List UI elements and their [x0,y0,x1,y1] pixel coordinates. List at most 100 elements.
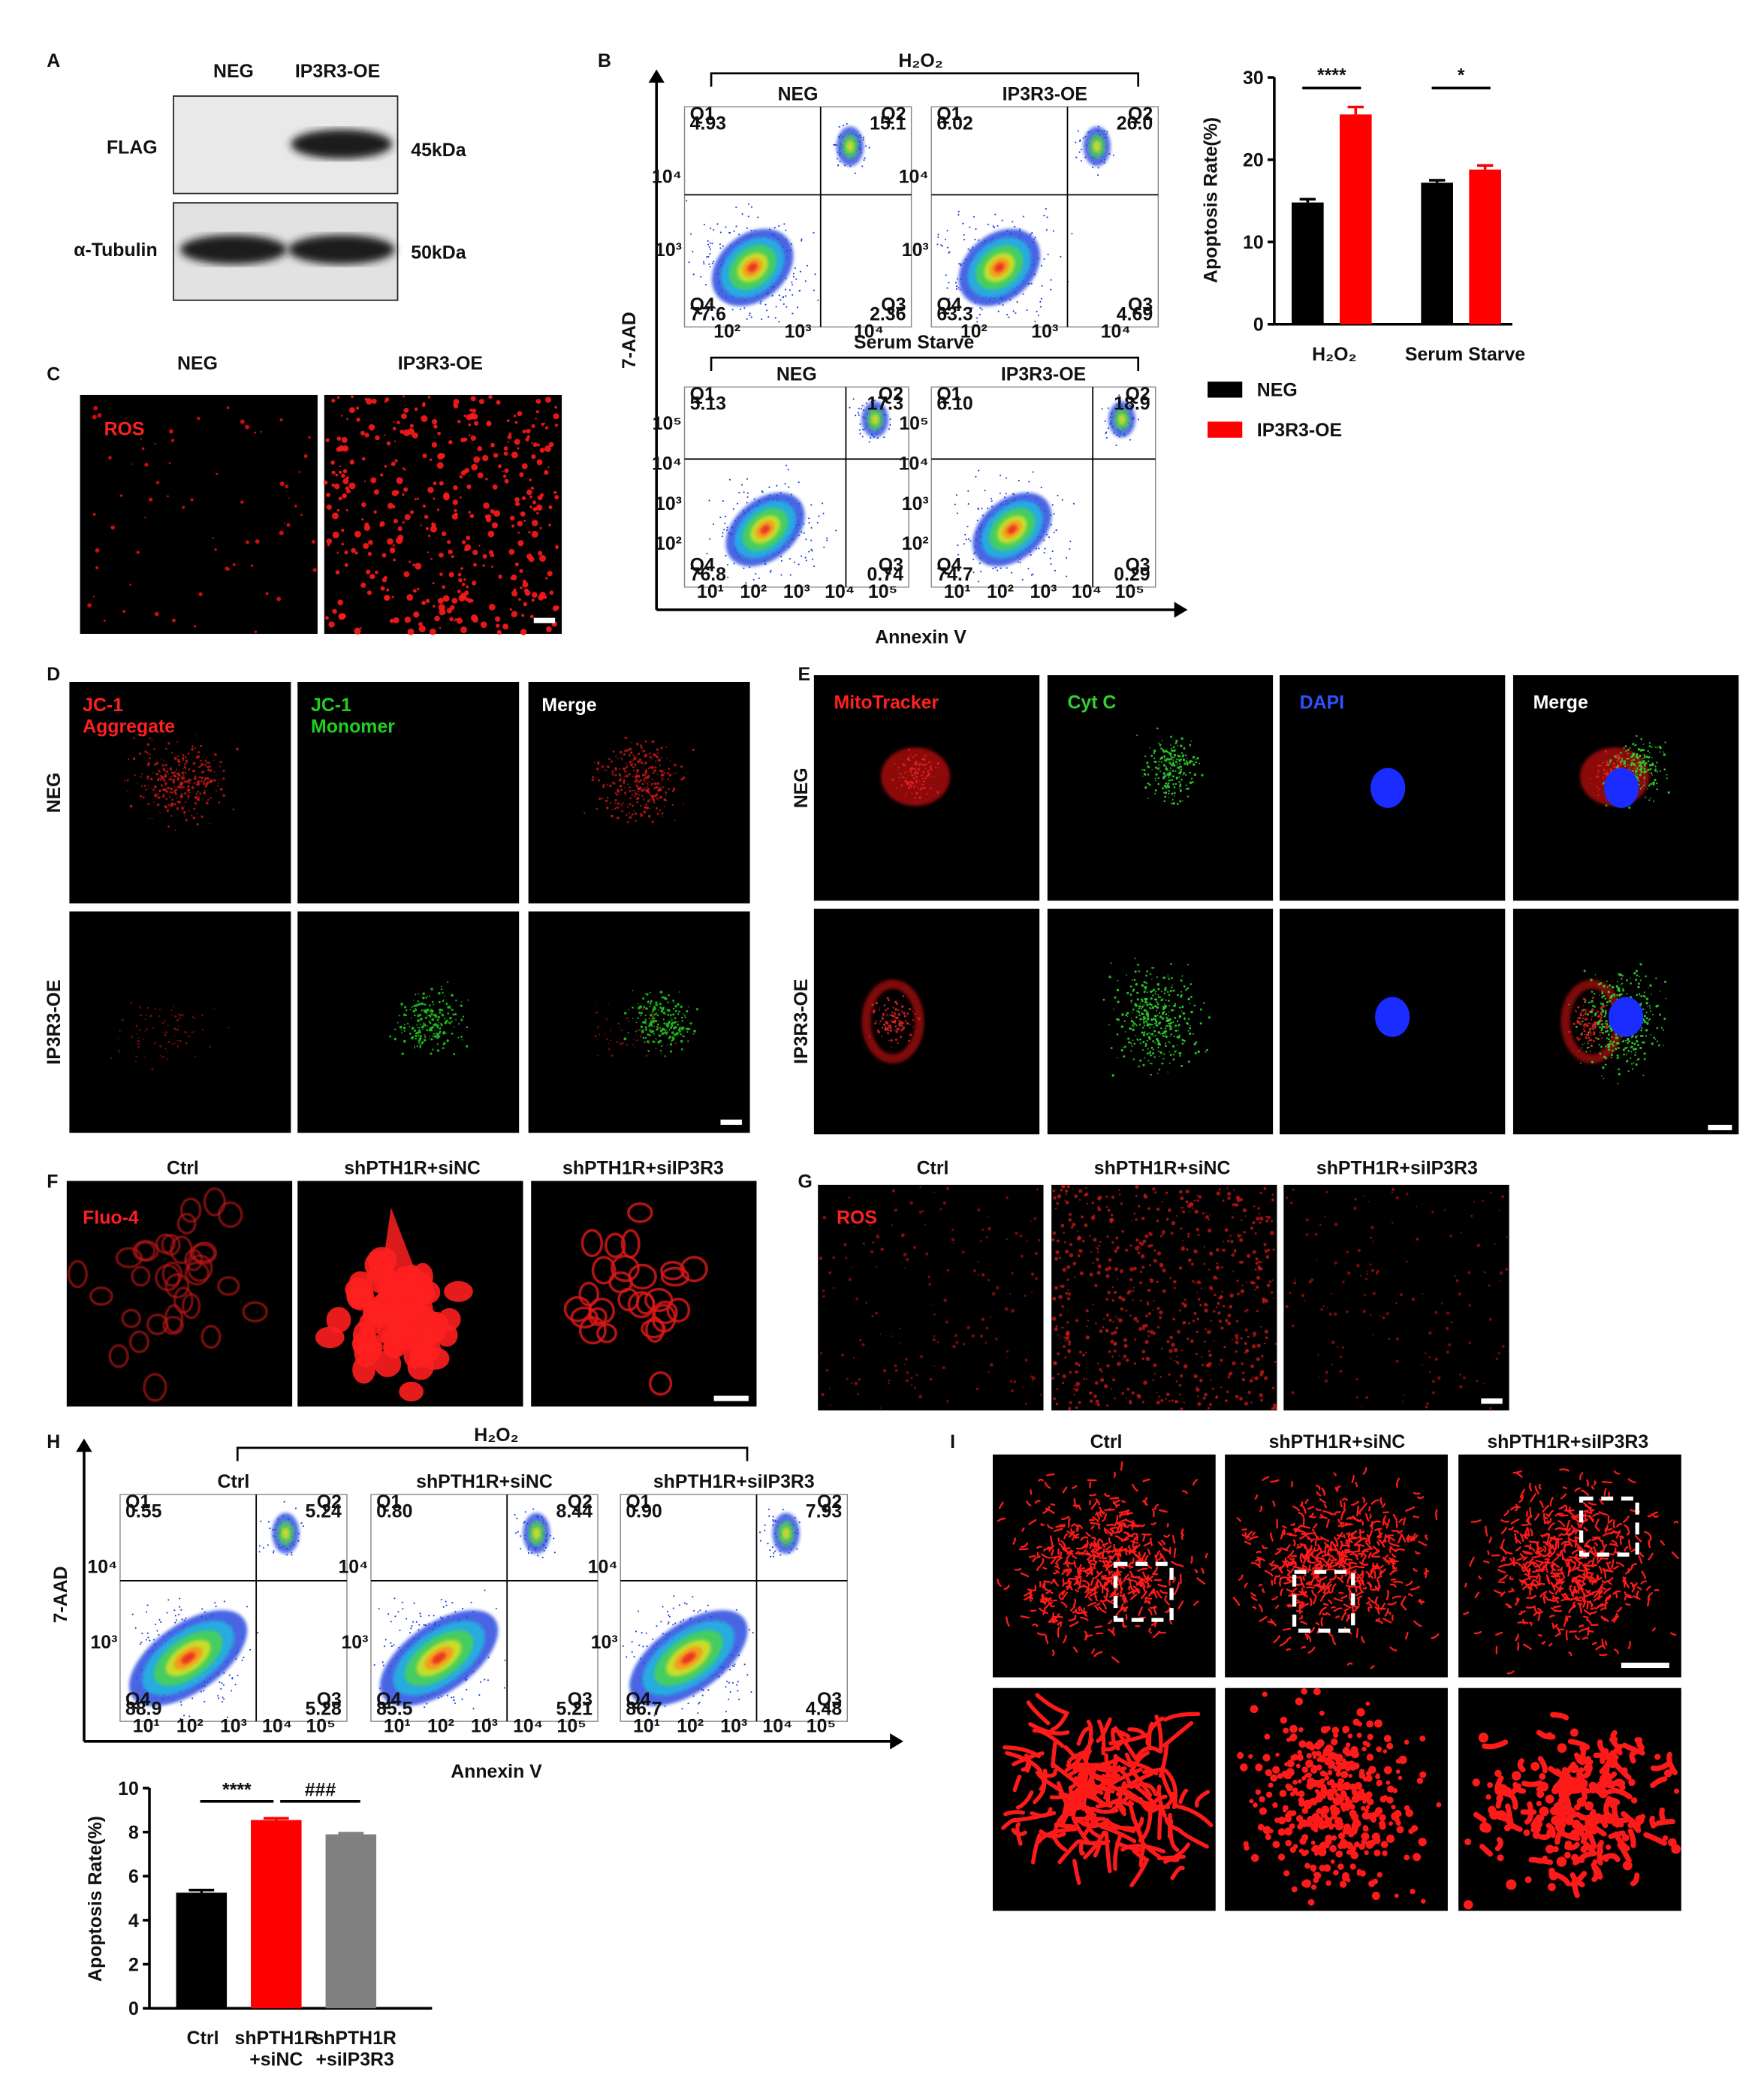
fluorescence [520,586,523,590]
fluorescence [668,994,671,997]
fluorescence [428,1028,432,1031]
flow-dot [1097,167,1099,169]
flow-dot [131,1613,134,1615]
fluorescence [451,555,454,559]
fluorescence [912,756,915,758]
fluorescence [1147,765,1150,768]
fluorescence [450,1008,452,1009]
flow-dot [445,1604,448,1606]
fluorescence [433,424,438,429]
fluorescence [1178,776,1181,778]
flow-dot [839,160,841,163]
flow-dot [646,1645,648,1648]
fluorescence [640,814,644,817]
fluorescence [672,1013,675,1016]
fluorescence [1658,745,1661,748]
fluorescence [458,578,463,583]
flow-dot [462,1607,464,1609]
flow-dot [709,228,712,230]
fluorescence [601,765,605,768]
flow-dot [218,1697,220,1699]
flow-dot [971,307,973,309]
fluorescence [639,786,641,789]
flow-dot [517,1531,519,1533]
axis [655,80,1178,611]
fluorescence [1168,773,1171,776]
fluorescence [397,421,400,424]
flow-dot [728,231,731,234]
fluorescence [1656,762,1658,764]
fluorescence [635,773,638,774]
fluorescence [1640,737,1642,740]
flow-dot [808,517,810,520]
fluorescence [466,414,472,421]
fluorescence [655,1048,657,1049]
fluorescence [1199,762,1201,765]
fluorescence [167,1041,170,1044]
fluorescence [915,785,916,787]
fluorescence [384,596,389,601]
fluorescence [210,779,213,783]
flow-tick: 10⁴ [588,1556,618,1577]
flow-dot [978,239,980,241]
fluorescence [531,599,535,602]
fluorescence [635,1030,637,1033]
fluorescence [279,418,283,422]
flow-dot [842,125,845,127]
fluorescence [170,768,173,771]
fluorescence [141,447,145,451]
fluorescence [488,550,493,555]
fluorescence [421,1041,424,1044]
fluorescence [206,762,208,764]
fluorescence [167,742,170,745]
flow-dot [858,408,860,410]
fluorescence [692,748,695,752]
fluorescence [1631,759,1633,762]
fluorescence [1642,762,1645,764]
fluorescence [521,614,525,617]
flow-dot [428,1615,430,1617]
fluorescence [547,571,553,577]
fluorescence [444,995,445,997]
fluorescence [178,1014,181,1016]
fluorescence [605,799,608,802]
flow-dot [1032,471,1034,473]
fluorescence [180,781,182,783]
fluorescence [147,803,150,806]
fluorescence [402,520,405,524]
fluorescence [646,993,649,996]
fluorescence [899,773,902,776]
flow-tick: 10³ [1031,321,1058,342]
fluorescence [1609,762,1611,764]
flow-dot [221,1700,224,1703]
fluorescence [498,575,502,579]
fluorescence [666,771,669,774]
legend-label: NEG [1257,380,1298,401]
flow-dot [262,1546,265,1549]
fluorescence [152,789,155,792]
flow-dot [1034,237,1036,239]
blot-band [291,129,393,159]
fluorescence [1654,770,1657,772]
fluorescence [1606,761,1609,763]
fluorescence [1647,749,1649,752]
quadrant-value: 0.90 [626,1500,662,1522]
fluorescence [1181,752,1184,755]
fluorescence [141,773,143,775]
flow-dot [1080,160,1082,162]
fluorescence [201,815,204,818]
flow-dot [936,243,939,246]
fluorescence [424,1003,427,1006]
fluorescence [523,520,526,523]
fluorescence [412,563,415,567]
fluorescence [639,1029,641,1031]
flow-dot [767,315,770,318]
fluorescence [1650,772,1653,774]
flow-dot [1016,300,1018,303]
fluorescence [225,566,229,571]
fluorescence [620,776,622,778]
flow-dot [1047,253,1049,255]
fluorescence [440,1024,443,1027]
fluorescence [461,583,466,587]
fluorescence [1647,768,1650,771]
